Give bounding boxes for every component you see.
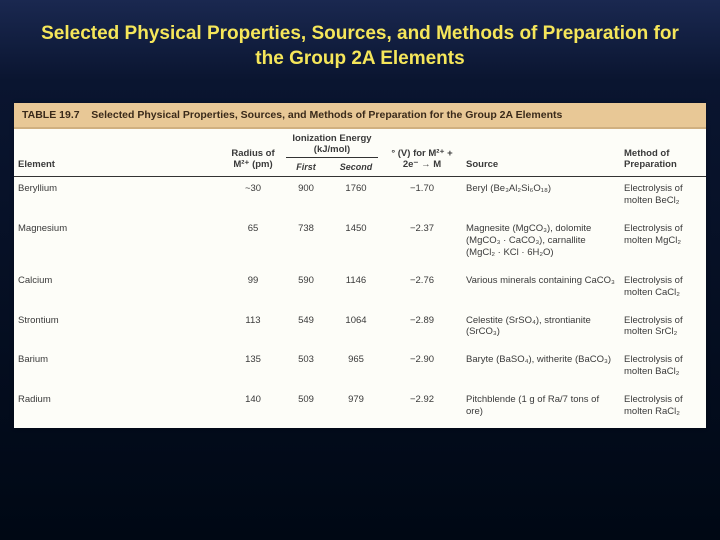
cell-element: Magnesium bbox=[14, 217, 224, 269]
properties-table: Element Radius of M²⁺ (pm) Ionization En… bbox=[14, 129, 706, 427]
cell-potential: −2.89 bbox=[382, 309, 462, 349]
cell-source: Various minerals containing CaCO₃ bbox=[462, 269, 620, 309]
cell-potential: −1.70 bbox=[382, 177, 462, 217]
cell-source: Pitchblende (1 g of Ra/7 tons of ore) bbox=[462, 388, 620, 428]
col-method: Method of Preparation bbox=[620, 129, 706, 177]
col-ie-second: Second bbox=[330, 160, 382, 177]
slide-title: Selected Physical Properties, Sources, a… bbox=[0, 0, 720, 85]
cell-method: Electrolysis of molten MgCl₂ bbox=[620, 217, 706, 269]
cell-radius: 65 bbox=[224, 217, 282, 269]
cell-ie-second: 1146 bbox=[330, 269, 382, 309]
col-potential: ° (V) for M²⁺ + 2e⁻ → M bbox=[382, 129, 462, 177]
col-element: Element bbox=[14, 129, 224, 177]
cell-element: Radium bbox=[14, 388, 224, 428]
cell-potential: −2.92 bbox=[382, 388, 462, 428]
col-ionization-group: Ionization Energy (kJ/mol) bbox=[282, 129, 382, 160]
cell-ie-first: 503 bbox=[282, 348, 330, 388]
col-source: Source bbox=[462, 129, 620, 177]
col-ie-first: First bbox=[282, 160, 330, 177]
table-container: TABLE 19.7 Selected Physical Properties,… bbox=[14, 103, 706, 427]
cell-radius: 99 bbox=[224, 269, 282, 309]
cell-potential: −2.76 bbox=[382, 269, 462, 309]
table-row: Radium140509979−2.92Pitchblende (1 g of … bbox=[14, 388, 706, 428]
cell-potential: −2.37 bbox=[382, 217, 462, 269]
cell-ie-first: 900 bbox=[282, 177, 330, 217]
table-caption-bar: TABLE 19.7 Selected Physical Properties,… bbox=[14, 103, 706, 129]
cell-ie-second: 979 bbox=[330, 388, 382, 428]
col-radius: Radius of M²⁺ (pm) bbox=[224, 129, 282, 177]
cell-element: Beryllium bbox=[14, 177, 224, 217]
table-row: Magnesium657381450−2.37Magnesite (MgCO₃)… bbox=[14, 217, 706, 269]
table-row: Calcium995901146−2.76Various minerals co… bbox=[14, 269, 706, 309]
cell-radius: ~30 bbox=[224, 177, 282, 217]
table-row: Beryllium~309001760−1.70Beryl (Be₃Al₂Si₆… bbox=[14, 177, 706, 217]
cell-ie-second: 1064 bbox=[330, 309, 382, 349]
cell-source: Magnesite (MgCO₃), dolomite (MgCO₃ · CaC… bbox=[462, 217, 620, 269]
cell-ie-first: 509 bbox=[282, 388, 330, 428]
cell-method: Electrolysis of molten BaCl₂ bbox=[620, 348, 706, 388]
cell-method: Electrolysis of molten RaCl₂ bbox=[620, 388, 706, 428]
cell-ie-second: 1760 bbox=[330, 177, 382, 217]
cell-source: Beryl (Be₃Al₂Si₆O₁₈) bbox=[462, 177, 620, 217]
cell-radius: 113 bbox=[224, 309, 282, 349]
cell-source: Celestite (SrSO₄), strontianite (SrCO₃) bbox=[462, 309, 620, 349]
cell-radius: 135 bbox=[224, 348, 282, 388]
cell-element: Strontium bbox=[14, 309, 224, 349]
cell-ie-second: 965 bbox=[330, 348, 382, 388]
table-row: Barium135503965−2.90Baryte (BaSO₄), with… bbox=[14, 348, 706, 388]
table-caption-text: Selected Physical Properties, Sources, a… bbox=[91, 109, 562, 121]
cell-ie-first: 549 bbox=[282, 309, 330, 349]
cell-source: Baryte (BaSO₄), witherite (BaCO₃) bbox=[462, 348, 620, 388]
cell-element: Calcium bbox=[14, 269, 224, 309]
cell-element: Barium bbox=[14, 348, 224, 388]
table-caption-label: TABLE 19.7 bbox=[22, 109, 80, 121]
cell-method: Electrolysis of molten CaCl₂ bbox=[620, 269, 706, 309]
cell-ie-first: 590 bbox=[282, 269, 330, 309]
cell-ie-second: 1450 bbox=[330, 217, 382, 269]
cell-method: Electrolysis of molten SrCl₂ bbox=[620, 309, 706, 349]
cell-radius: 140 bbox=[224, 388, 282, 428]
cell-ie-first: 738 bbox=[282, 217, 330, 269]
table-row: Strontium1135491064−2.89Celestite (SrSO₄… bbox=[14, 309, 706, 349]
cell-method: Electrolysis of molten BeCl₂ bbox=[620, 177, 706, 217]
cell-potential: −2.90 bbox=[382, 348, 462, 388]
